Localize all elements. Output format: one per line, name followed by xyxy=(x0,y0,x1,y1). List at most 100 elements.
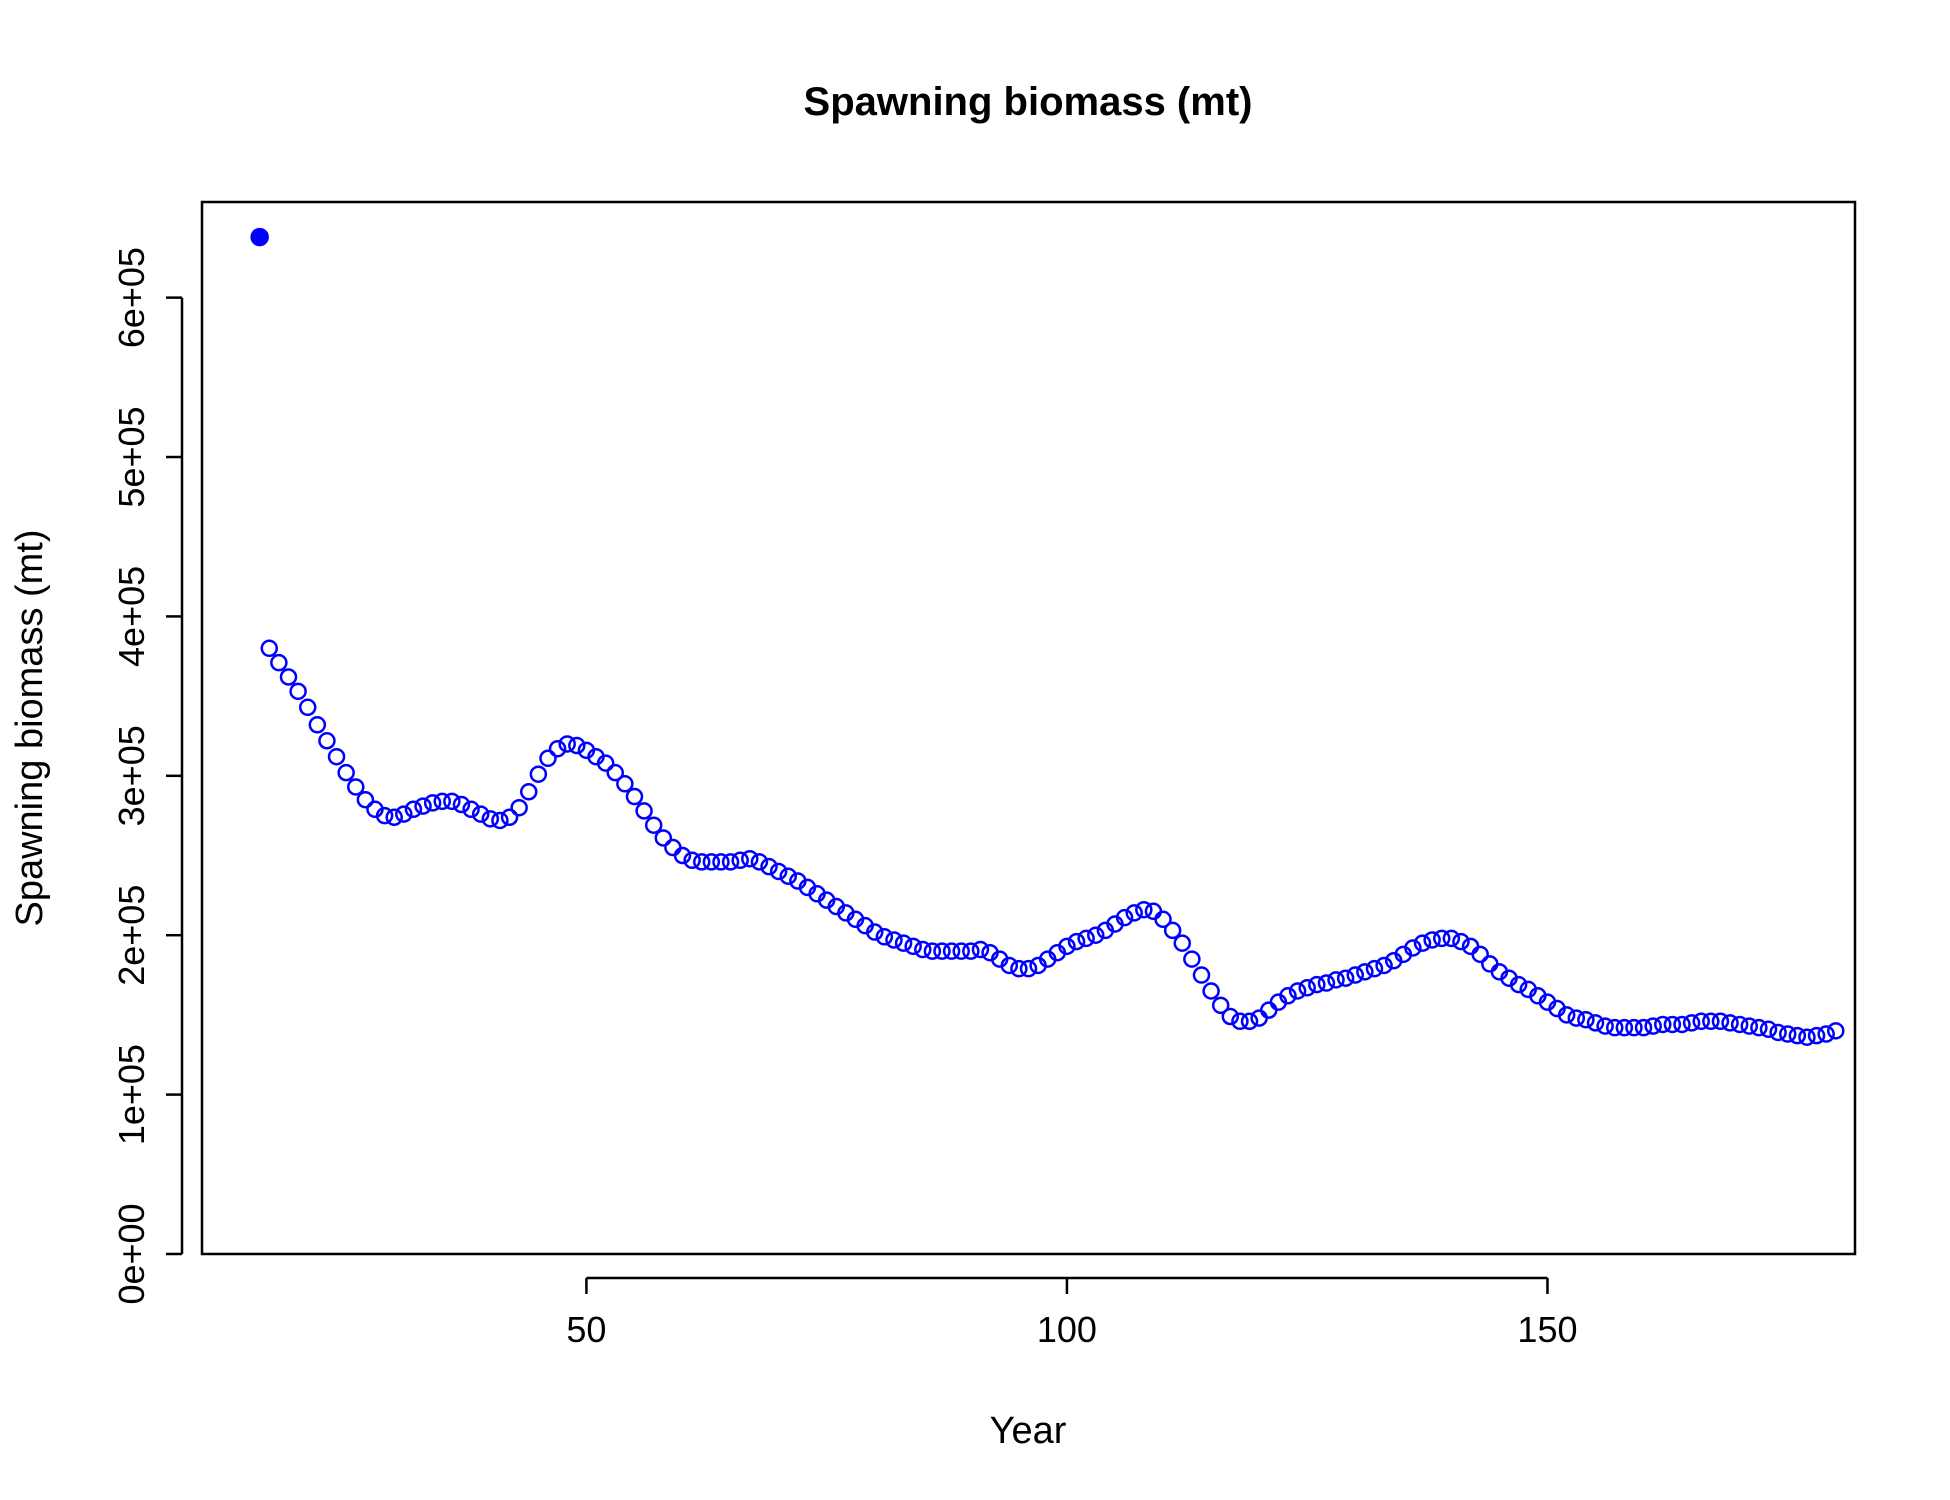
data-point xyxy=(1577,1010,1595,1029)
data-point xyxy=(1125,904,1143,922)
data-point xyxy=(298,698,317,717)
data-point xyxy=(885,931,903,949)
y-axis-ticks: 0e+00 1e+05 2e+05 3e+05 4e+05 5e+05 6e+05 xyxy=(111,247,182,1305)
data-point xyxy=(962,942,980,960)
data-point xyxy=(1231,1012,1249,1031)
data-point xyxy=(1288,982,1307,1000)
data-point xyxy=(1442,929,1461,948)
data-point xyxy=(923,942,942,960)
data-point xyxy=(1346,966,1365,984)
data-point xyxy=(270,653,288,672)
data-point xyxy=(1019,959,1038,978)
data-point xyxy=(491,811,509,830)
data-point xyxy=(452,795,471,814)
data-point xyxy=(865,923,884,941)
data-point xyxy=(731,851,749,870)
data-point xyxy=(683,851,701,870)
data-point xyxy=(1702,1012,1720,1031)
data-point xyxy=(1144,902,1163,921)
data-point xyxy=(1567,1009,1586,1027)
data-point xyxy=(1298,979,1316,997)
data-point xyxy=(1327,971,1345,989)
data-point xyxy=(1010,959,1028,978)
data-point xyxy=(260,639,279,658)
data-point xyxy=(1769,1023,1787,1042)
data-point xyxy=(933,942,951,960)
data-point xyxy=(1788,1026,1807,1045)
y-tick-label: 1e+05 xyxy=(111,1044,152,1145)
data-point xyxy=(1509,975,1528,994)
data-point xyxy=(1154,910,1172,929)
data-point xyxy=(568,736,586,755)
data-point xyxy=(481,810,500,828)
x-axis-label: Year xyxy=(990,1410,1067,1452)
data-point xyxy=(548,739,567,758)
data-point xyxy=(443,792,461,811)
data-point xyxy=(1817,1025,1835,1043)
data-point xyxy=(1173,934,1192,952)
data-point xyxy=(1423,931,1441,949)
data-point xyxy=(1711,1012,1730,1031)
data-point xyxy=(1778,1025,1797,1043)
data-point xyxy=(1615,1018,1634,1037)
filled-data-point xyxy=(250,227,269,247)
data-point xyxy=(721,853,740,871)
data-point xyxy=(423,794,442,812)
data-point xyxy=(692,853,711,871)
data-point xyxy=(673,846,692,865)
data-point xyxy=(337,763,355,782)
data-point xyxy=(1260,1001,1278,1019)
data-point xyxy=(1740,1017,1759,1035)
y-tick-label: 0e+00 xyxy=(111,1203,152,1304)
data-point xyxy=(318,732,336,750)
data-point xyxy=(779,867,797,885)
y-tick-label: 4e+05 xyxy=(111,566,152,667)
data-point xyxy=(308,716,327,734)
y-tick-label: 3e+05 xyxy=(111,725,152,826)
data-point xyxy=(1807,1026,1826,1045)
data-point xyxy=(347,778,365,796)
data-point xyxy=(1625,1018,1643,1037)
data-point xyxy=(1163,921,1182,940)
data-point xyxy=(1634,1018,1653,1037)
data-point xyxy=(1586,1014,1605,1032)
data-point xyxy=(520,783,538,801)
data-point xyxy=(1308,975,1326,994)
data-point xyxy=(1596,1017,1614,1035)
y-tick-label: 2e+05 xyxy=(111,885,152,986)
data-point xyxy=(952,942,970,960)
data-point xyxy=(664,838,682,857)
data-point xyxy=(1250,1009,1268,1027)
data-point xyxy=(904,937,922,956)
data-point xyxy=(1135,900,1153,919)
data-point xyxy=(1115,908,1134,927)
y-axis-label: Spawning biomass (mt) xyxy=(9,529,51,926)
y-tick-label: 6e+05 xyxy=(111,247,152,348)
data-point xyxy=(1644,1017,1662,1035)
data-point xyxy=(539,749,557,768)
data-point xyxy=(1058,937,1076,956)
data-point xyxy=(1000,956,1019,975)
data-point xyxy=(1317,974,1336,992)
data-point xyxy=(1067,932,1086,951)
data-point xyxy=(760,857,778,876)
data-point xyxy=(712,853,730,871)
data-point xyxy=(433,792,452,811)
data-point xyxy=(356,790,375,809)
data-point xyxy=(1798,1028,1816,1046)
data-point xyxy=(1077,929,1095,948)
data-point xyxy=(414,797,432,815)
data-point xyxy=(625,787,644,806)
data-point xyxy=(596,754,615,772)
data-point xyxy=(606,763,624,782)
data-point xyxy=(558,735,576,753)
data-point xyxy=(1692,1012,1710,1031)
data-point xyxy=(616,775,634,793)
data-point xyxy=(635,802,653,820)
data-point xyxy=(1605,1018,1624,1037)
data-point xyxy=(1221,1007,1240,1026)
data-point xyxy=(1433,929,1451,948)
data-point xyxy=(1202,982,1220,1000)
data-point xyxy=(385,808,403,827)
plot-frame xyxy=(200,200,1857,1256)
